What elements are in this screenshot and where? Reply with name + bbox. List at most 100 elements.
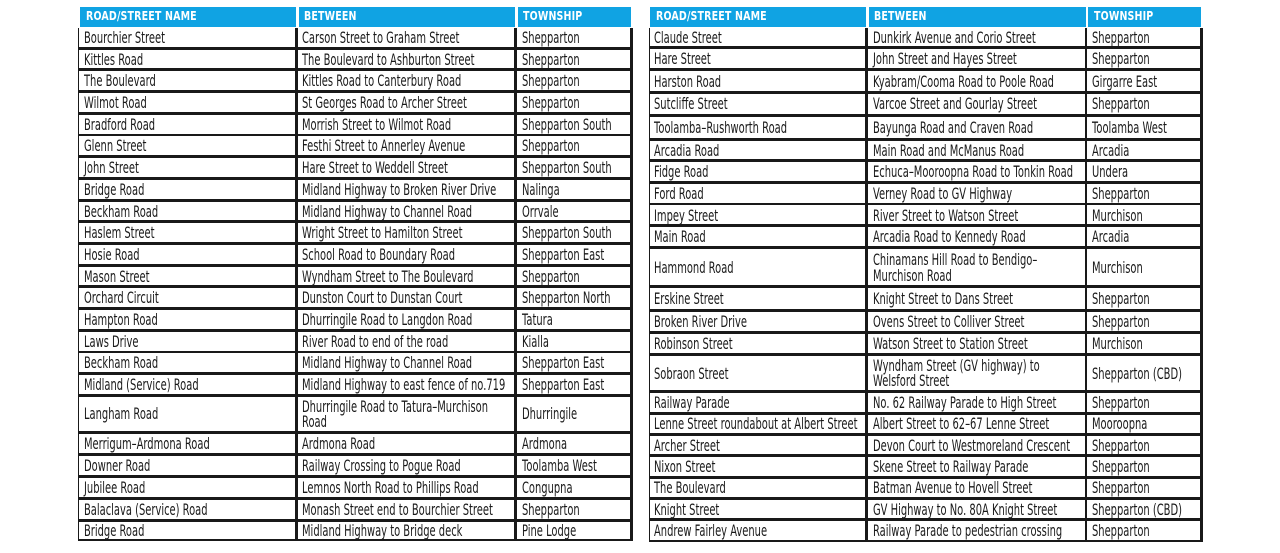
cell-text: Hare Street to Weddell Street [302, 158, 449, 177]
cell-between: River Street to Watson Street [868, 205, 1085, 225]
cell-text: Nixon Street [654, 457, 716, 476]
cell-township: Shepparton [1087, 93, 1201, 114]
cell-road-name: Knight Street [649, 499, 866, 519]
cell-text: Shepparton [521, 500, 580, 519]
cell-road-name: Andrew Fairley Avenue [649, 521, 866, 540]
table-body: Bourchier Street Carson Street to Graham … [78, 28, 634, 542]
cell-text: Railway Crossing to Pogue Road [302, 456, 462, 476]
cell-text: Nalinga [521, 179, 560, 199]
cell-township: Nalinga [517, 179, 630, 199]
cell-text: Robinson Street [654, 334, 733, 353]
column-header-road-street-name: ROAD/STREET NAME [80, 7, 296, 27]
cell-between: John Street and Hayes Street [868, 49, 1085, 69]
cell-text: Shepparton [1092, 49, 1150, 69]
cell-township: Toolamba West [517, 455, 630, 476]
cell-between: Midland Highway to Channel Road [297, 353, 515, 373]
cell-text: Merrigum–Ardmona Road [83, 433, 210, 453]
cell-text: Knight Street [654, 499, 720, 519]
cell-township: Shepparton [1087, 49, 1201, 69]
cell-between: Dunkirk Avenue and Corio Street [868, 28, 1085, 47]
column-header-township: TOWNSHIP [517, 7, 631, 27]
cell-text: Shepparton [521, 93, 580, 112]
cell-text: Dhurringile [521, 404, 577, 424]
cell-road-name: Harston Road [649, 71, 866, 91]
column-header-label: ROAD/STREET NAME [655, 9, 767, 24]
cell-text: Midland Highway to Broken River Drive [302, 179, 497, 199]
cell-text: Shepparton [1092, 478, 1150, 497]
cell-township: Ardmona [517, 433, 630, 454]
cell-road-name: Railway Parade [649, 393, 866, 412]
column-header-township: TOWNSHIP [1088, 7, 1201, 27]
cell-text: Main Road and McManus Road [872, 140, 1024, 160]
cell-road-name: Balaclava (Service) Road [79, 500, 296, 519]
cell-text: Shepparton [1092, 393, 1150, 412]
cell-township: Girgarre East [1087, 71, 1201, 91]
cell-between: Lemnos North Road to Phillips Road [297, 478, 515, 498]
cell-text: Shepparton [1092, 94, 1150, 114]
cell-text: Balaclava (Service) Road [83, 500, 208, 519]
cell-township: Shepparton [1087, 457, 1201, 476]
cell-text: Albert Street to 62–67 Lenne Street [872, 414, 1050, 434]
cell-text: Kialla [521, 331, 549, 351]
cell-between: Midland Highway to Channel Road [297, 201, 515, 221]
cell-road-name: Midland (Service) Road [79, 375, 296, 394]
cell-between: School Road to Boundary Road [297, 244, 515, 264]
cell-road-name: Bridge Road [79, 521, 296, 540]
cell-text: Arcadia [1092, 227, 1130, 247]
cell-between: Wyndham Street (GV highway) to Welsford … [868, 355, 1085, 391]
cell-text: Chinamans Hill Road to Bendigo– Murchiso… [872, 249, 1038, 285]
column-header-label: BETWEEN [874, 9, 928, 24]
cell-between: Midland Highway to east fence of no.719 [297, 375, 515, 394]
cell-road-name: Hare Street [649, 49, 866, 69]
cell-road-name: Sutcliffe Street [649, 93, 866, 114]
cell-text: Railway Parade to pedestrian crossing [872, 521, 1062, 540]
cell-road-name: Glenn Street [79, 136, 296, 156]
cell-township: Shepparton [517, 266, 630, 286]
cell-text: Shepparton [1092, 457, 1150, 476]
cell-between: No. 62 Railway Parade to High Street [868, 393, 1085, 412]
cell-text: Bridge Road [83, 179, 145, 199]
cell-between: Carson Street to Graham Street [297, 28, 515, 47]
cell-township: Murchison [1087, 248, 1201, 286]
cell-between: GV Highway to No. 80A Knight Street [868, 499, 1085, 519]
cell-text: Batman Avenue to Hovell Street [872, 478, 1033, 497]
cell-township: Arcadia [1087, 227, 1201, 247]
cell-text: Claude Street [654, 28, 723, 47]
cell-road-name: Claude Street [649, 28, 866, 47]
cell-road-name: Wilmot Road [79, 92, 296, 112]
cell-text: Ford Road [654, 183, 704, 203]
cell-text: Murchison [1092, 205, 1143, 225]
cell-township: Shepparton [517, 28, 630, 47]
column-header-between: BETWEEN [298, 7, 516, 27]
cell-text: River Street to Watson Street [872, 205, 1018, 225]
cell-road-name: Beckham Road [79, 201, 296, 221]
cell-text: Impey Street [654, 205, 719, 225]
cell-between: Arcadia Road to Kennedy Road [868, 227, 1085, 247]
cell-road-name: Ford Road [649, 183, 866, 203]
cell-text: Hosie Road [83, 244, 140, 264]
cell-text: Wyndham Street to The Boulevard [302, 266, 474, 286]
cell-text: Andrew Fairley Avenue [654, 521, 768, 540]
cell-road-name: Arcadia Road [649, 140, 866, 160]
cell-text: Shepparton [521, 28, 580, 47]
cell-text: Ovens Street to Colliver Street [872, 312, 1025, 332]
cell-between: Bayunga Road and Craven Road [868, 116, 1085, 138]
cell-text: Kittles Road [83, 49, 144, 69]
cell-text: Bradford Road [83, 114, 156, 134]
table-header-row: ROAD/STREET NAME BETWEEN TOWNSHIP [649, 7, 1204, 27]
cell-text: Watson Street to Station Street [872, 334, 1028, 353]
cell-text: Toolamba West [1092, 117, 1167, 137]
cell-text: Dhurringile Road to Langdon Road [302, 309, 473, 329]
cell-road-name: Archer Street [649, 435, 866, 455]
column-header-road-street-name: ROAD/STREET NAME [650, 7, 867, 27]
cell-text: Verney Road to GV Highway [872, 183, 1012, 203]
cell-township: Murchison [1087, 205, 1201, 225]
cell-text: John Street [83, 158, 139, 177]
cell-text: Toolamba–Rushworth Road [654, 117, 788, 137]
cell-township: Kialla [517, 331, 630, 351]
cell-text: Wright Street to Hamilton Street [302, 223, 463, 243]
cell-township: Pine Lodge [517, 521, 630, 540]
cell-text: Tatura [521, 309, 553, 329]
cell-road-name: Main Road [649, 227, 866, 247]
